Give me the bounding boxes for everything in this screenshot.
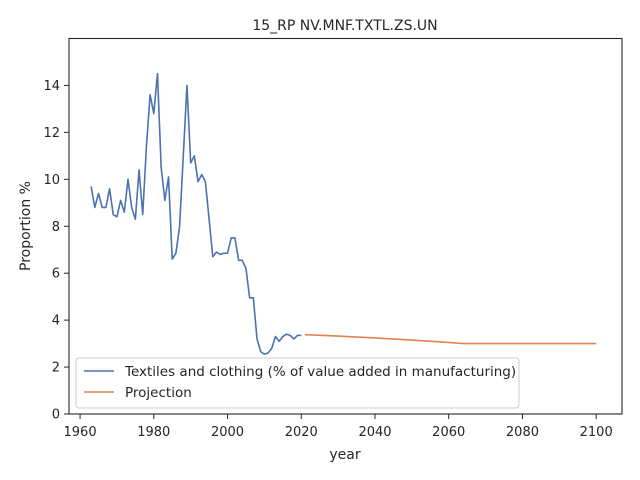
x-tick-label: 2020 bbox=[285, 425, 318, 440]
legend-label-0: Textiles and clothing (% of value added … bbox=[124, 364, 516, 380]
legend-label-1: Projection bbox=[125, 385, 192, 401]
x-tick-label: 2100 bbox=[580, 425, 613, 440]
y-tick-label: 10 bbox=[43, 173, 60, 188]
series-line-0 bbox=[90, 72, 302, 355]
y-tick-label: 14 bbox=[43, 79, 60, 94]
x-tick-label: 2000 bbox=[211, 425, 244, 440]
y-tick-label: 8 bbox=[52, 220, 60, 235]
legend: Textiles and clothing (% of value added … bbox=[75, 357, 520, 409]
series-line-1 bbox=[304, 333, 597, 345]
plot-frame bbox=[68, 37, 623, 415]
chart-title: 15_RP NV.MNF.TXTL.ZS.UN bbox=[252, 18, 437, 34]
y-tick-label: 6 bbox=[52, 267, 60, 282]
y-tick-label: 0 bbox=[52, 408, 60, 423]
legend-box bbox=[75, 357, 520, 409]
x-axis-label: year bbox=[329, 447, 360, 463]
x-tick-label: 2040 bbox=[358, 425, 391, 440]
x-axis: 1960 1980 2000 2020 2040 2060 2080 2100 bbox=[64, 414, 613, 440]
y-axis-label: Proportion % bbox=[18, 181, 34, 271]
y-tick-label: 12 bbox=[43, 126, 60, 141]
x-tick-label: 2080 bbox=[506, 425, 539, 440]
y-tick-label: 2 bbox=[52, 361, 60, 376]
y-tick-label: 4 bbox=[52, 314, 60, 329]
x-tick-label: 2060 bbox=[432, 425, 465, 440]
y-axis: 0 2 4 6 8 10 12 14 bbox=[43, 79, 69, 423]
x-tick-label: 1960 bbox=[64, 425, 97, 440]
x-tick-label: 1980 bbox=[137, 425, 170, 440]
plot-lines bbox=[90, 72, 597, 355]
